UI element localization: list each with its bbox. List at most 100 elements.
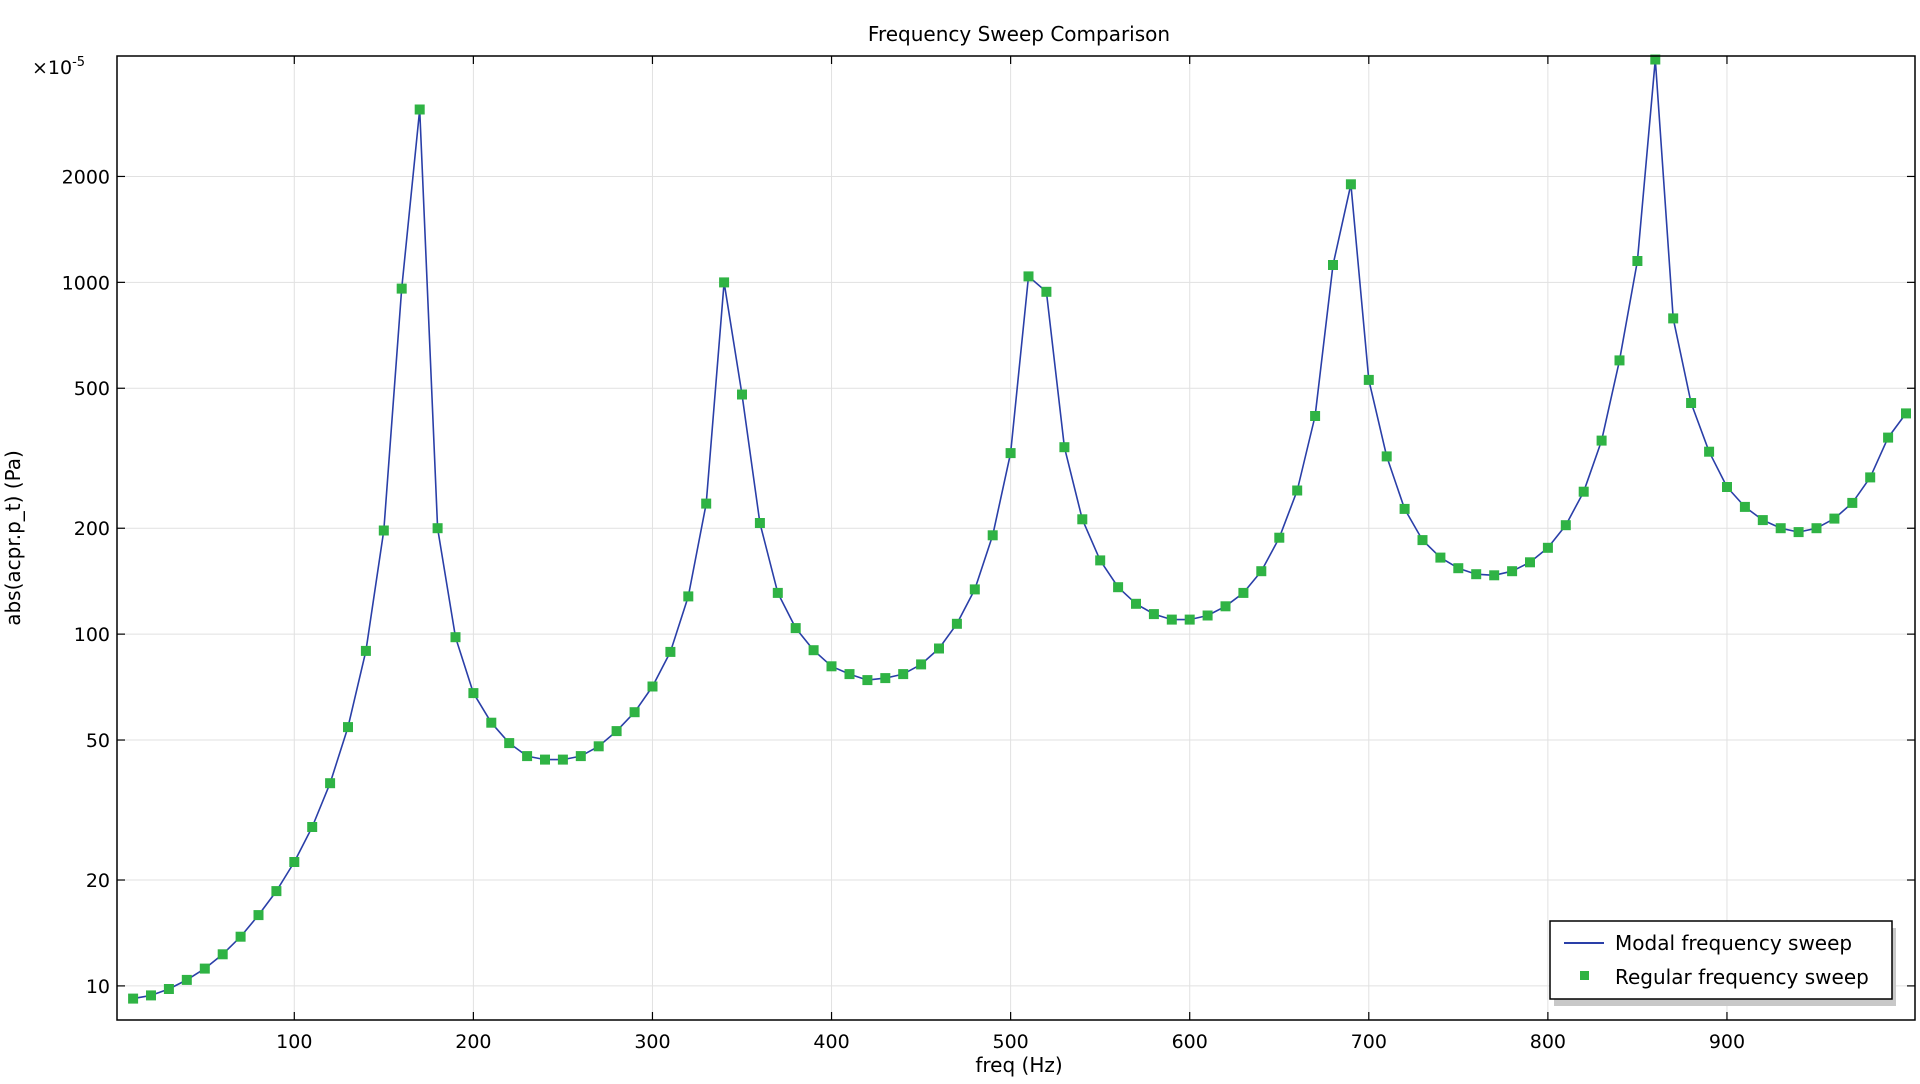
data-point-regular xyxy=(790,623,801,634)
data-point-regular xyxy=(1328,260,1338,270)
data-point-regular xyxy=(199,963,210,974)
data-point-regular xyxy=(1435,552,1446,563)
data-point-regular xyxy=(880,673,891,684)
data-point-regular xyxy=(1757,515,1768,526)
data-point-regular xyxy=(1077,514,1088,525)
data-point-regular xyxy=(307,822,318,832)
x-tick-label: 300 xyxy=(634,1031,670,1053)
data-point-regular xyxy=(1811,523,1822,534)
x-tick-label: 600 xyxy=(1172,1031,1208,1053)
data-point-regular xyxy=(1560,520,1571,531)
y-tick-label: 200 xyxy=(74,518,110,540)
y-axis-label: abs(acpr.p_t) (Pa) xyxy=(1,450,25,626)
series-line-modal xyxy=(132,58,1907,1000)
data-point-regular xyxy=(1722,482,1732,492)
data-point-regular xyxy=(754,518,765,528)
data-point-regular xyxy=(1184,614,1195,625)
data-point-regular xyxy=(1578,486,1589,497)
y-tick-label: 10 xyxy=(86,976,110,998)
data-point-regular xyxy=(934,643,944,654)
data-point-regular xyxy=(1023,271,1034,282)
data-point-regular xyxy=(575,751,586,762)
data-point-regular xyxy=(1793,527,1804,538)
plot-area xyxy=(117,56,1915,1020)
data-point-regular xyxy=(683,591,694,602)
data-point-regular xyxy=(665,646,676,657)
y-tick-label: 500 xyxy=(74,378,110,400)
y-axis-multiplier: ×10-5 xyxy=(32,55,85,79)
data-point-regular xyxy=(808,645,819,656)
data-point-regular xyxy=(1901,408,1911,419)
data-point-regular xyxy=(1614,355,1625,366)
legend-label-regular: Regular frequency sweep xyxy=(1615,965,1869,989)
data-point-regular xyxy=(181,974,192,985)
data-point-regular xyxy=(1202,610,1213,621)
data-point-regular xyxy=(128,993,139,1004)
legend-marker-symbol xyxy=(1580,971,1589,980)
data-point-regular xyxy=(1310,411,1321,421)
data-point-regular xyxy=(235,931,246,942)
data-point-regular xyxy=(987,530,998,541)
data-point-regular xyxy=(647,681,658,692)
data-point-regular xyxy=(1345,179,1356,190)
x-tick-label: 900 xyxy=(1709,1031,1745,1053)
legend: Modal frequency sweep Regular frequency … xyxy=(1549,920,1896,1006)
data-point-regular xyxy=(1453,563,1464,574)
data-point-regular xyxy=(163,984,174,994)
data-point-regular xyxy=(1542,542,1553,553)
data-point-regular xyxy=(1148,609,1159,620)
data-point-regular xyxy=(969,584,980,595)
data-point-regular xyxy=(1292,485,1303,496)
x-tick-label: 800 xyxy=(1530,1031,1566,1053)
y-tick-label: 50 xyxy=(86,730,110,752)
data-point-regular xyxy=(1041,286,1052,297)
y-tick-label: 2000 xyxy=(62,166,110,188)
data-point-regular xyxy=(432,523,443,534)
data-point-regular xyxy=(360,645,371,656)
series-layer xyxy=(128,54,1911,1004)
data-point-regular xyxy=(146,990,156,1001)
data-point-regular xyxy=(486,717,497,728)
grid xyxy=(117,56,1915,1020)
data-point-regular xyxy=(557,754,568,765)
data-point-regular xyxy=(1005,448,1016,459)
data-point-regular xyxy=(450,632,461,643)
data-point-regular xyxy=(1381,451,1392,462)
data-point-regular xyxy=(378,525,389,536)
data-point-regular xyxy=(951,618,962,629)
data-point-regular xyxy=(1417,535,1428,546)
data-point-regular xyxy=(1399,503,1410,514)
data-point-regular xyxy=(1865,472,1876,483)
data-point-regular xyxy=(1650,54,1661,65)
data-point-regular xyxy=(343,722,353,733)
data-point-regular xyxy=(1632,256,1643,266)
data-point-regular xyxy=(325,778,336,789)
data-point-regular xyxy=(737,389,747,400)
data-point-regular xyxy=(289,857,300,867)
data-point-regular xyxy=(504,738,515,749)
data-point-regular xyxy=(1686,398,1697,408)
data-point-regular xyxy=(1489,570,1500,581)
data-point-regular xyxy=(916,659,927,670)
data-point-regular xyxy=(826,661,837,672)
y-axis-multiplier-base: ×10 xyxy=(32,57,72,79)
data-point-regular xyxy=(772,587,783,598)
data-point-regular xyxy=(719,277,730,288)
data-point-regular xyxy=(253,910,264,921)
y-axis-multiplier-exponent: -5 xyxy=(72,55,85,70)
data-point-regular xyxy=(540,754,550,765)
data-point-regular xyxy=(1829,513,1840,524)
data-point-regular xyxy=(629,707,640,718)
y-tick-label: 1000 xyxy=(62,272,110,294)
data-point-regular xyxy=(898,669,909,680)
legend-label-modal: Modal frequency sweep xyxy=(1615,931,1852,955)
data-point-regular xyxy=(1525,557,1535,568)
data-point-regular xyxy=(1775,523,1786,534)
ticks: 100 200 300 400 500 600 700 800 900 10 20 50 100 200 5… xyxy=(62,56,1915,1053)
plot-frame xyxy=(116,55,1916,1021)
x-tick-label: 200 xyxy=(455,1031,491,1053)
y-tick-label: 100 xyxy=(74,624,110,646)
data-point-regular xyxy=(844,669,855,680)
